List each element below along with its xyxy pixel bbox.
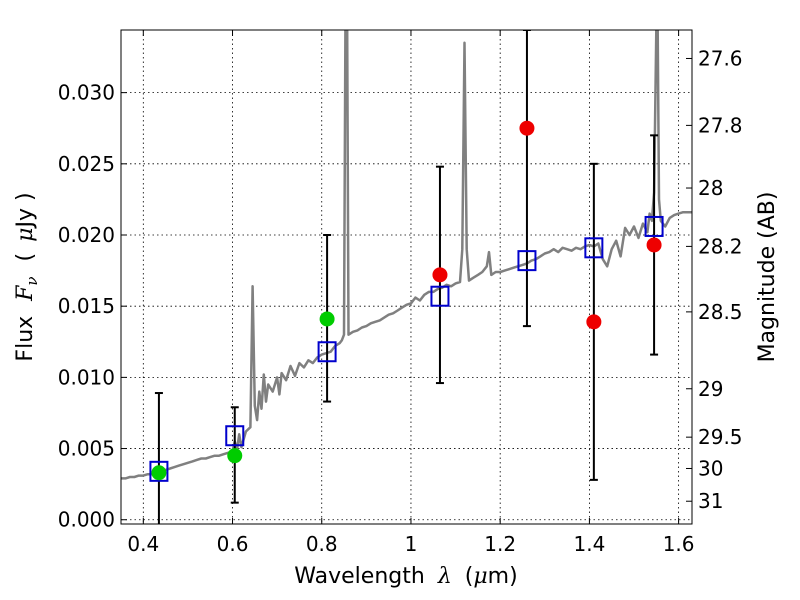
y-tick-label: 0.015 (58, 294, 115, 318)
model-square (517, 250, 537, 272)
model-square (225, 425, 245, 447)
x-tick-label: 1.4 (573, 532, 605, 556)
y-tick-label: 0.025 (58, 152, 115, 176)
x-tick-label: 0.4 (127, 532, 159, 556)
x-tick-label: 1.6 (663, 532, 695, 556)
measurement-point (432, 267, 448, 283)
x-tick-label: 0.6 (217, 532, 249, 556)
y-tick-label: 0.000 (58, 508, 115, 532)
measurement-point (586, 314, 602, 330)
detection-point (227, 448, 243, 464)
x-tick-label: 0.8 (306, 532, 338, 556)
x-axis-label: Wavelength λ (μm) (294, 564, 517, 589)
y2-tick-label: 29.5 (698, 425, 743, 449)
model-square (644, 215, 664, 237)
detection-point (319, 311, 335, 327)
grid (121, 30, 692, 524)
detection-point (151, 465, 167, 481)
y2-tick-label: 28.2 (698, 234, 743, 258)
y2-tick-label: 27.8 (698, 113, 743, 137)
y2-tick-label: 31 (698, 489, 723, 513)
x-tick-label: 1.2 (484, 532, 516, 556)
ticks: 0.4 0.6 0.8 1 1.2 1.4 1.6 0.000 0.005 0.010 0.015 0… (58, 30, 743, 556)
y-axis-label: Flux Fν ( μJy ) (13, 192, 43, 361)
measurement-point (646, 237, 662, 253)
measurement-point (519, 120, 535, 136)
model-square (149, 460, 169, 482)
y2-tick-label: 29 (698, 377, 723, 401)
y2-tick-label: 28.5 (698, 300, 743, 324)
y-tick-label: 0.010 (58, 365, 115, 389)
spectrum-line (121, 30, 692, 480)
plot-data (121, 30, 692, 524)
y2-tick-label: 27.6 (698, 46, 743, 70)
y2-axis-label: Magnitude (AB) (755, 192, 780, 363)
model-square (584, 237, 604, 259)
y-tick-label: 0.005 (58, 437, 115, 461)
plot-frame (120, 29, 693, 525)
model-square (430, 285, 450, 307)
y-tick-label: 0.020 (58, 223, 115, 247)
x-tick-label: 1 (405, 532, 418, 556)
y2-tick-label: 28 (698, 176, 723, 200)
y2-tick-label: 30 (698, 456, 723, 480)
model-square (317, 341, 337, 363)
y-tick-label: 0.030 (58, 81, 115, 105)
